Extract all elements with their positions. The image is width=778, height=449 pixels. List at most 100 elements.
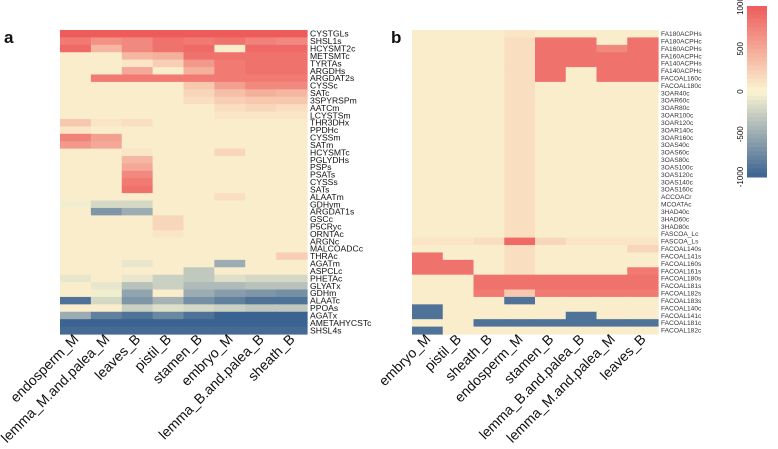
legend-swatch (747, 125, 767, 131)
heatmap-cell (214, 185, 246, 194)
heatmap-cell (121, 207, 154, 216)
heatmap-cell (473, 267, 505, 276)
heatmap-cell (214, 118, 246, 127)
heatmap-cell (565, 81, 598, 90)
heatmap-cell (627, 126, 659, 135)
heatmap-cell (152, 156, 185, 165)
heatmap-cell (121, 96, 154, 105)
legend-swatch (747, 27, 767, 33)
heatmap-cell (565, 163, 598, 172)
heatmap-cell (121, 289, 154, 298)
heatmap-cell (276, 111, 308, 120)
heatmap-cell (596, 163, 628, 172)
heatmap-cell (596, 141, 628, 150)
heatmap-cell (245, 304, 277, 313)
heatmap-cell (504, 133, 536, 142)
heatmap-cell (412, 252, 444, 261)
heatmap-cell (442, 311, 475, 320)
heatmap-cell (412, 96, 444, 105)
heatmap-cell (504, 274, 536, 283)
heatmap-cell (152, 44, 185, 53)
heatmap-cell (214, 148, 246, 157)
heatmap-cell (276, 156, 308, 165)
heatmap-cell (627, 74, 659, 83)
row-label: FACOAL160c (661, 76, 702, 83)
heatmap-cell (276, 237, 308, 246)
heatmap-cell (412, 170, 444, 179)
heatmap-cell (596, 178, 628, 187)
row-label: GDHm (310, 288, 336, 298)
heatmap-cell (60, 59, 92, 68)
heatmap-cell (504, 289, 536, 298)
heatmap-cell (214, 215, 246, 224)
heatmap-cell (152, 81, 185, 90)
heatmap-cell (183, 207, 215, 216)
heatmap-cell (245, 200, 277, 209)
row-label: FA180ACPHc (661, 38, 702, 45)
heatmap-cell (596, 59, 628, 68)
heatmap-cell (442, 133, 475, 142)
heatmap-cell (412, 289, 444, 298)
heatmap-cell (152, 170, 185, 179)
heatmap-cell (245, 74, 277, 83)
heatmap-cell (596, 311, 628, 320)
heatmap-cell (152, 30, 185, 39)
heatmap-cell (183, 141, 215, 150)
heatmap-cell (504, 326, 536, 335)
legend-swatch (747, 31, 767, 37)
heatmap-cell (473, 148, 505, 157)
heatmap-cell (565, 215, 598, 224)
heatmap-cell (121, 296, 154, 305)
heatmap-cell (276, 96, 308, 105)
heatmap-cell (90, 163, 123, 172)
heatmap-cell (504, 259, 536, 268)
heatmap-cell (121, 30, 154, 39)
heatmap-cell (504, 156, 536, 165)
heatmap-cell (412, 148, 444, 157)
row-label: AMETAHYCSTc (310, 318, 372, 328)
heatmap-cell (183, 185, 215, 194)
heatmap-cell (627, 304, 659, 313)
heatmap-cell (214, 252, 246, 261)
row-label: CYSSs (310, 177, 338, 187)
heatmap-cell (183, 311, 215, 320)
heatmap-cell (121, 274, 154, 283)
heatmap-cell (60, 141, 92, 150)
legend-swatch (747, 95, 767, 101)
heatmap-cell (214, 104, 246, 113)
heatmap-cell (214, 207, 246, 216)
heatmap-cell (473, 118, 505, 127)
row-label: 3HAD60c (661, 216, 690, 223)
heatmap-cell (596, 148, 628, 157)
heatmap-cell (276, 311, 308, 320)
heatmap-cell (276, 118, 308, 127)
row-label: ARGDHs (310, 66, 345, 76)
heatmap-cell (596, 230, 628, 239)
heatmap-cell (535, 126, 567, 135)
heatmap-cell (90, 89, 123, 98)
heatmap-cell (90, 319, 123, 328)
heatmap-cell (627, 141, 659, 150)
heatmap-cell (442, 319, 475, 328)
heatmap-cell (152, 237, 185, 246)
heatmap-cell (565, 274, 598, 283)
heatmap-cell (152, 37, 185, 46)
heatmap-cell (245, 222, 277, 231)
heatmap-cell (276, 222, 308, 231)
heatmap-panel-a: CYSTGLsSHSL1sHCYSMT2cMETSMTcTYRTAsARGDHs… (0, 29, 372, 446)
heatmap-cell (535, 230, 567, 239)
heatmap-cell (183, 118, 215, 127)
heatmap-cell (90, 222, 123, 231)
heatmap-cell (565, 89, 598, 98)
heatmap-cell (535, 282, 567, 291)
heatmap-cell (60, 67, 92, 76)
heatmap-cell (473, 207, 505, 216)
row-label: FACOAL141c (661, 313, 702, 320)
legend-swatch (747, 10, 767, 16)
heatmap-cell (60, 274, 92, 283)
row-label: SHSL1s (310, 36, 342, 46)
heatmap-cell (412, 296, 444, 305)
heatmap-cell (90, 237, 123, 246)
heatmap-cell (627, 222, 659, 231)
heatmap-cell (442, 96, 475, 105)
